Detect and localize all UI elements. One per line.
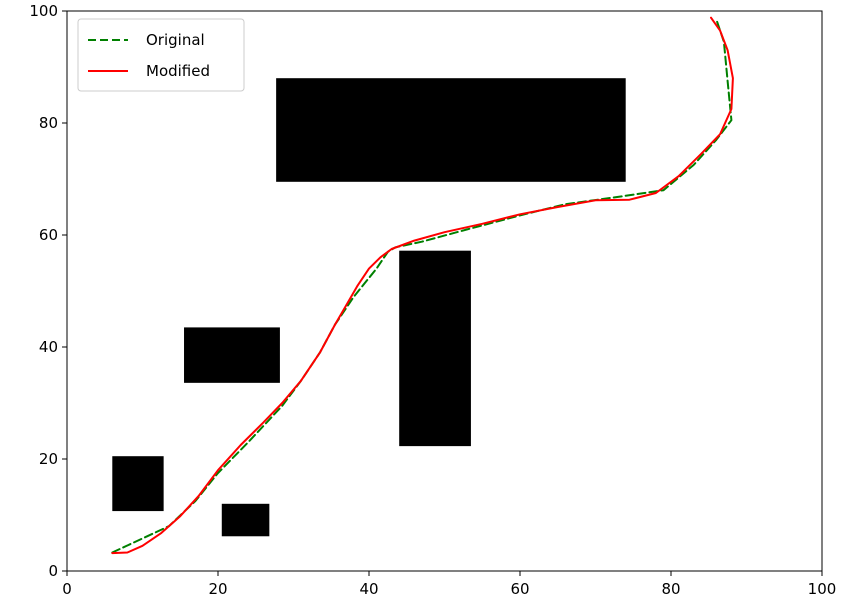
y-tick-label: 0 xyxy=(48,562,58,580)
x-tick-label: 100 xyxy=(808,580,837,598)
axes-frame xyxy=(66,10,823,572)
legend-box xyxy=(77,18,245,92)
series-lines xyxy=(111,16,734,555)
legend-label-modified: Modified xyxy=(146,62,210,80)
x-tick-label: 0 xyxy=(62,580,72,598)
x-tick-label: 40 xyxy=(359,580,378,598)
obstacle-3 xyxy=(184,327,280,383)
y-tick-label: 40 xyxy=(39,338,58,356)
obstacle-5 xyxy=(221,503,270,537)
x-tick-label: 20 xyxy=(208,580,227,598)
y-tick-label: 60 xyxy=(39,226,58,244)
y-tick-label: 80 xyxy=(39,114,58,132)
y-axis: 0 20 40 60 80 100 xyxy=(29,2,67,580)
legend-label-original: Original xyxy=(146,31,205,49)
series-line-modified xyxy=(111,16,734,555)
obstacle-1 xyxy=(276,78,626,182)
x-tick-label: 80 xyxy=(661,580,680,598)
x-tick-label: 60 xyxy=(510,580,529,598)
obstacles xyxy=(112,78,626,537)
y-tick-label: 100 xyxy=(29,2,58,20)
obstacle-2 xyxy=(399,250,471,447)
x-axis: 0 20 40 60 80 100 xyxy=(62,571,836,598)
obstacle-4 xyxy=(112,456,164,512)
y-tick-label: 20 xyxy=(39,450,58,468)
legend: Original Modified xyxy=(77,18,245,92)
